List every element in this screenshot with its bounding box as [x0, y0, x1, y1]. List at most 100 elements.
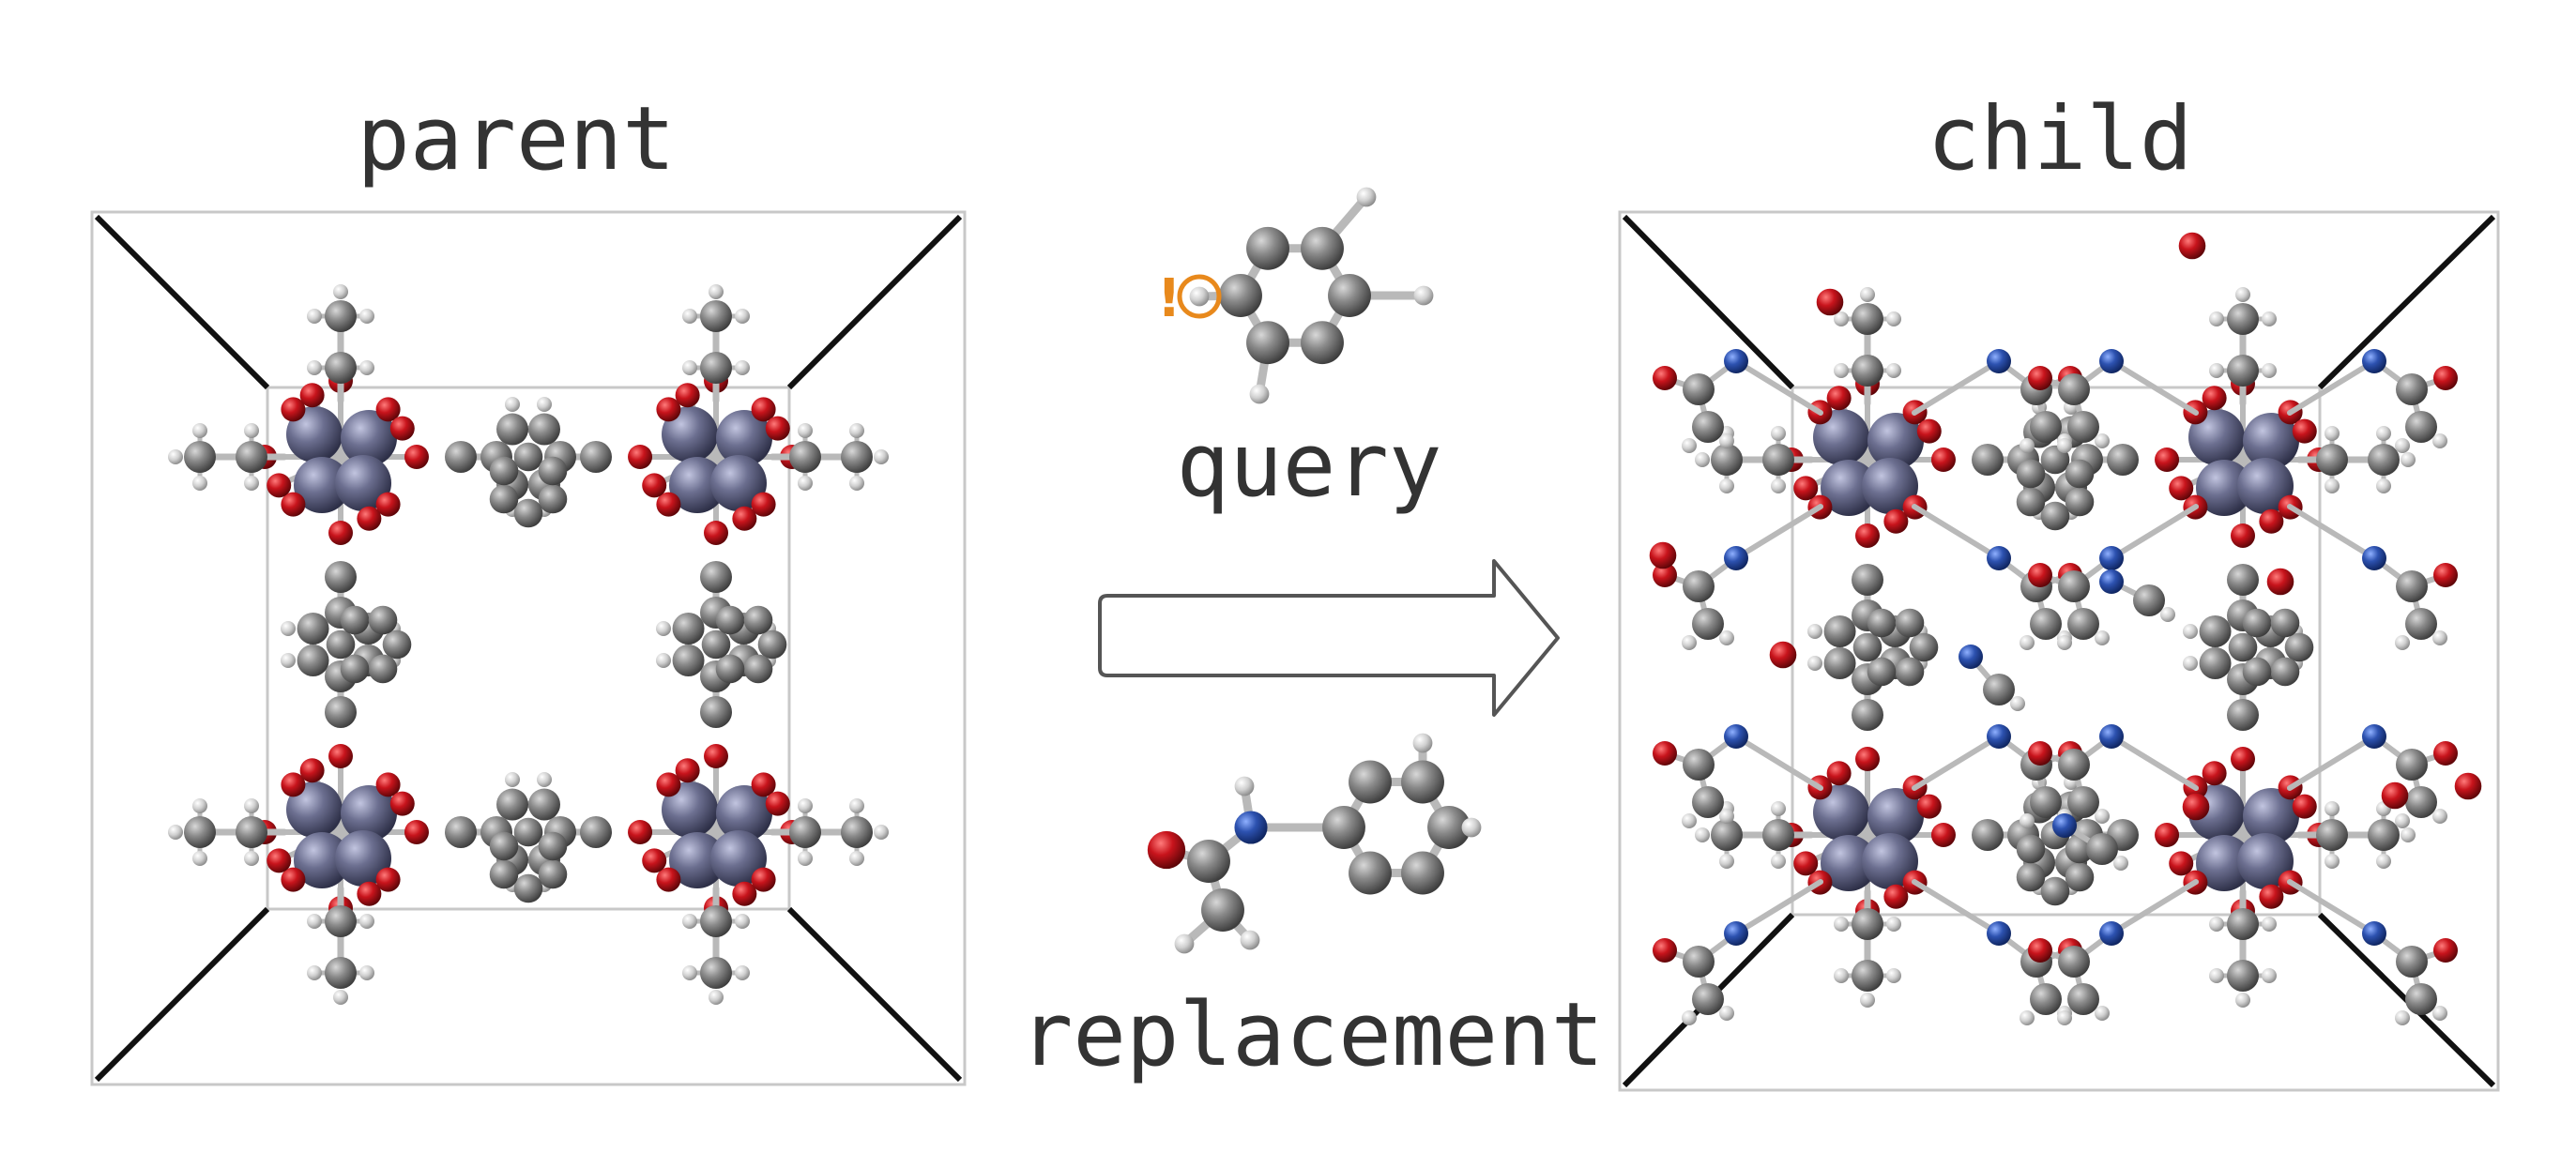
- carbon-atom: [743, 654, 773, 684]
- hydrogen-atom: [2376, 478, 2391, 493]
- hydrogen-atom: [2209, 968, 2224, 983]
- hydrogen-atom: [709, 284, 724, 299]
- carbon-atom: [2040, 501, 2070, 531]
- carbon-atom: [1683, 570, 1715, 602]
- oxygen-atom: [404, 445, 429, 469]
- hydrogen-atom: [1807, 656, 1822, 671]
- carbon-atom: [757, 630, 787, 660]
- carbon-atom: [382, 630, 412, 660]
- nitrogen-atom: [1987, 921, 2011, 946]
- carbon-atom: [2405, 608, 2437, 640]
- hydrogen-atom: [2401, 452, 2416, 467]
- carbon-atom: [2107, 444, 2139, 476]
- oxygen-atom: [375, 492, 401, 517]
- oxygen-atom: [2433, 366, 2458, 390]
- carbon-atom: [2016, 459, 2046, 489]
- oxygen-atom: [1883, 884, 1909, 909]
- carbon-atom: [2368, 819, 2400, 851]
- nitrogen-atom: [2099, 724, 2124, 749]
- carbon-atom: [2396, 749, 2428, 781]
- nitrogen-atom: [1234, 811, 1268, 844]
- carbon-atom: [1201, 888, 1244, 932]
- oxygen-atom: [2028, 741, 2052, 766]
- hydrogen-atom: [656, 653, 671, 668]
- nitrogen-atom: [2362, 349, 2386, 373]
- hydrogen-atom: [359, 360, 374, 375]
- carbon-atom: [1895, 608, 1925, 638]
- oxygen-atom: [2028, 938, 2052, 963]
- carbon-atom: [580, 816, 612, 848]
- carbon-atom: [1349, 760, 1392, 804]
- carbon-atom: [2396, 946, 2428, 978]
- carbon-atom: [538, 831, 568, 861]
- carbon-atom: [2396, 570, 2428, 602]
- carbon-atom: [297, 613, 329, 645]
- oxygen-atom: [1930, 823, 1956, 847]
- oxygen-atom: [628, 820, 653, 844]
- metal-atom: [286, 406, 343, 463]
- bond: [1912, 504, 2002, 561]
- hydrogen-atom: [2095, 630, 2110, 645]
- hydrogen-atom: [1682, 1010, 1697, 1025]
- hydrogen-atom: [798, 798, 813, 813]
- carbon-atom: [1246, 226, 1289, 270]
- carbon-atom: [672, 613, 705, 645]
- hydrogen-atom: [1771, 478, 1786, 493]
- hydrogen-atom: [1886, 363, 1901, 378]
- carbon-atom: [2242, 608, 2272, 638]
- oxygen-atom: [2169, 476, 2194, 501]
- carbon-atom: [184, 816, 216, 848]
- carbon-atom: [2227, 699, 2259, 731]
- carbon-atom: [2199, 647, 2232, 679]
- parent-cell-edge: [94, 906, 270, 1083]
- carbon-atom: [2030, 983, 2062, 1015]
- hydrogen-atom: [2262, 363, 2277, 378]
- metal-atom: [2237, 833, 2294, 889]
- oxygen-atom: [656, 397, 681, 422]
- carbon-atom: [2016, 862, 2046, 892]
- carbon-atom: [496, 788, 528, 821]
- hydrogen-atom: [1834, 311, 1849, 326]
- child-cell-outer-box: [1618, 210, 2500, 1092]
- carbon-atom: [184, 441, 216, 473]
- oxygen-atom: [2202, 386, 2227, 411]
- oxygen-atom: [267, 848, 292, 873]
- carbon-atom: [2227, 908, 2259, 940]
- oxygen-atom: [1793, 851, 1819, 876]
- carbon-atom: [2086, 833, 2118, 865]
- hydrogen-atom: [735, 309, 750, 324]
- carbon-atom: [1301, 321, 1344, 365]
- carbon-atom: [1683, 373, 1715, 405]
- nitrogen-atom: [1987, 546, 2011, 570]
- carbon-atom: [1692, 786, 1724, 818]
- carbon-atom: [2016, 834, 2046, 864]
- carbon-atom: [1852, 564, 1883, 596]
- metal-atom: [1813, 409, 1869, 465]
- carbon-atom: [789, 441, 821, 473]
- carbon-atom: [2199, 615, 2232, 647]
- hydrogen-atom: [1189, 286, 1210, 307]
- nitrogen-atom: [1987, 724, 2011, 749]
- hydrogen-atom: [1771, 426, 1786, 441]
- metal-atom: [662, 406, 718, 463]
- carbon-atom: [1852, 699, 1883, 731]
- metal-atom: [2188, 409, 2245, 465]
- hydrogen-atom: [2209, 363, 2224, 378]
- hydrogen-atom: [2020, 438, 2035, 453]
- oxygen-atom: [1855, 747, 1880, 772]
- hydrogen-atom: [2401, 827, 2416, 842]
- hydrogen-atom: [307, 965, 322, 980]
- hydrogen-atom: [1682, 635, 1697, 650]
- oxygen-atom: [751, 492, 776, 517]
- hydrogen-atom: [1695, 452, 1710, 467]
- hydrogen-atom: [2183, 656, 2198, 671]
- oxygen-atom: [2231, 747, 2255, 772]
- carbon-atom: [700, 352, 732, 384]
- bond: [2109, 504, 2199, 561]
- carbon-atom: [1972, 819, 2004, 851]
- hydrogen-atom: [2432, 630, 2447, 645]
- oxygen-atom: [299, 383, 325, 408]
- oxygen-atom: [1147, 830, 1186, 870]
- carbon-atom: [1867, 657, 1897, 687]
- oxygen-atom: [642, 473, 667, 498]
